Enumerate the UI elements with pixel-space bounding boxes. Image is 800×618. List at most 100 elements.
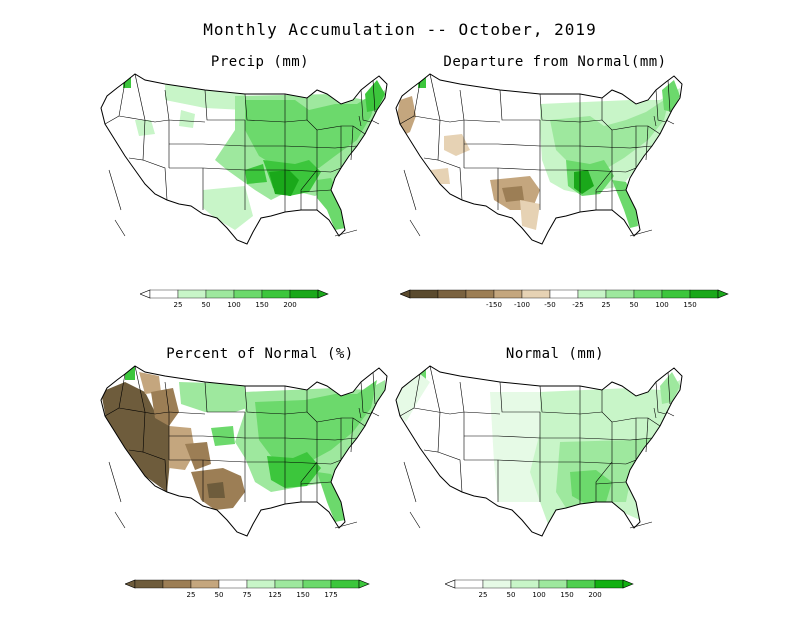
- map-shaded-region: [151, 388, 179, 426]
- coastline-detail: [403, 115, 675, 237]
- legend-swatch: [205, 289, 235, 299]
- legend-swatch: [510, 579, 540, 589]
- state-boundary: [579, 145, 653, 149]
- legend-arrow-high: [717, 289, 729, 299]
- legend-tick-label: 25: [602, 301, 611, 309]
- state-boundary: [372, 371, 376, 405]
- coastline-detail: [108, 115, 380, 237]
- precip-map: [100, 73, 388, 245]
- legend-tick-label: -25: [572, 301, 583, 309]
- legend-colorbar: -150 -100 -50 -25 25 50 100 150: [400, 289, 729, 309]
- legend-tick-label: 25: [187, 591, 196, 599]
- state-boundary: [499, 381, 540, 413]
- state-boundary: [169, 143, 285, 147]
- precip-panel: Precip (mm): [95, 54, 425, 275]
- state-boundary: [579, 411, 613, 502]
- legend-swatch: [177, 289, 207, 299]
- state-boundary: [284, 459, 342, 465]
- map-shaded-region: [520, 200, 540, 230]
- state-boundary: [539, 93, 581, 123]
- legend-arrow-high: [622, 579, 634, 589]
- legend-tick-label: 100: [532, 591, 545, 599]
- map-shaded-region: [135, 120, 155, 136]
- legend-swatch: [409, 289, 439, 299]
- state-boundary: [142, 451, 168, 493]
- legend-colorbar: 25 50 100 150 200: [445, 579, 634, 599]
- state-boundary: [104, 81, 126, 125]
- state-boundary: [300, 189, 332, 193]
- state-boundary: [579, 167, 637, 173]
- legend-arrow-low: [400, 289, 411, 299]
- state-boundary: [667, 79, 671, 113]
- state-boundary: [142, 159, 168, 201]
- state-boundary: [579, 437, 653, 441]
- map-shaded-region: [185, 442, 211, 470]
- map-shaded-region: [574, 170, 594, 194]
- legend-swatch: [274, 579, 304, 589]
- state-boundary: [316, 125, 366, 135]
- state-boundary: [350, 125, 354, 161]
- state-boundary: [499, 89, 540, 121]
- percent-panel: Percent of Normal (%): [95, 346, 425, 567]
- state-boundary: [284, 437, 358, 441]
- legend-tick-label: 25: [479, 591, 488, 599]
- precip-panel-title: Precip (mm): [210, 54, 310, 70]
- state-boundary: [413, 115, 465, 123]
- legend-swatch: [218, 579, 248, 589]
- normal-panel: Normal (mm): [390, 346, 720, 567]
- legend-swatch: [246, 579, 276, 589]
- us-outline: [395, 365, 683, 537]
- legend-tick-label: 150: [255, 301, 268, 309]
- state-boundary: [399, 373, 421, 417]
- legend-tick-label: 200: [283, 301, 296, 309]
- legend-tick-label: 150: [560, 591, 573, 599]
- legend-tick-label: 150: [683, 301, 696, 309]
- map-shaded-region: [502, 186, 524, 202]
- legend-swatch: [302, 579, 332, 589]
- normal-panel-title: Normal (mm): [505, 346, 605, 362]
- legend-swatch: [465, 289, 495, 299]
- departure-panel-title: Departure from Normal(mm): [443, 54, 667, 70]
- state-boundary: [464, 167, 580, 171]
- legend-tick-label: 175: [324, 591, 337, 599]
- state-boundary: [360, 89, 372, 123]
- state-boundary: [611, 125, 661, 135]
- map-shaded-region: [444, 134, 470, 156]
- coastline-detail: [108, 407, 380, 529]
- state-boundary: [459, 89, 501, 123]
- percent-legend: 25 50 75 125 150 175: [125, 578, 373, 600]
- legend-tick-label: 50: [507, 591, 516, 599]
- percent-map: [100, 365, 388, 537]
- legend-tick-label: -50: [544, 301, 555, 309]
- legend-swatch: [162, 579, 192, 589]
- legend-tick-label: 150: [296, 591, 309, 599]
- legend-arrow-low: [140, 289, 151, 299]
- state-boundary: [464, 143, 580, 147]
- state-boundary: [464, 459, 580, 463]
- state-boundary: [244, 385, 286, 415]
- legend-tick-label: -100: [514, 301, 530, 309]
- legend-swatch: [454, 579, 484, 589]
- state-boundary: [118, 407, 170, 415]
- state-boundary: [169, 435, 285, 439]
- legend-swatch: [605, 289, 635, 299]
- legend-swatch: [233, 289, 263, 299]
- legend-swatch: [493, 289, 523, 299]
- legend-swatch: [190, 579, 220, 589]
- state-boundary: [429, 73, 441, 121]
- map-shaded-region: [179, 110, 195, 128]
- percent-panel-title: Percent of Normal (%): [166, 346, 354, 362]
- map-shaded-region: [396, 374, 430, 422]
- legend-colorbar: 25 50 75 125 150 175: [125, 579, 370, 599]
- legend-swatch: [482, 579, 512, 589]
- map-shaded-region: [245, 90, 379, 170]
- map-shaded-region: [139, 372, 161, 394]
- map-shaded-region: [317, 472, 345, 522]
- legend-swatch: [633, 289, 663, 299]
- legend-swatch: [134, 579, 164, 589]
- state-boundary: [437, 159, 463, 201]
- legend-swatch: [538, 579, 568, 589]
- normal-map: [395, 365, 683, 537]
- state-boundary: [464, 435, 580, 439]
- legend-swatch: [577, 289, 607, 299]
